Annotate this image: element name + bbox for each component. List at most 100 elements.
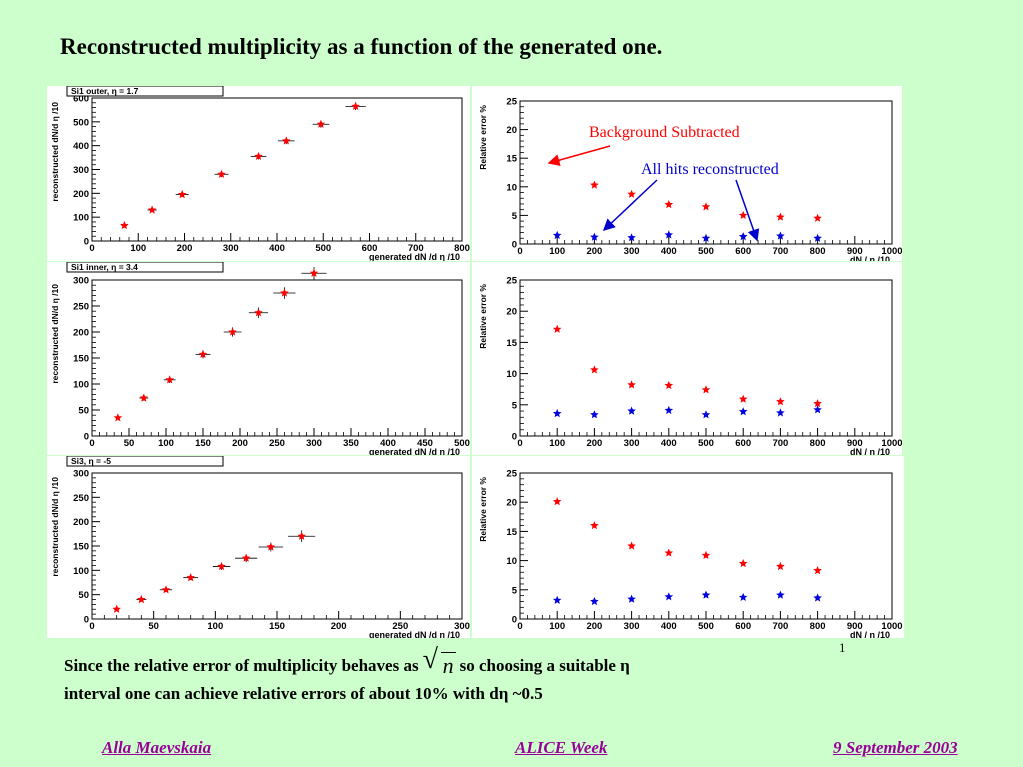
data-point bbox=[664, 405, 674, 415]
footer-date: 9 September 2003 bbox=[833, 738, 958, 757]
data-point bbox=[120, 221, 129, 230]
data-point bbox=[228, 327, 237, 336]
data-point bbox=[590, 597, 599, 606]
y-axis-label: Relative error % bbox=[478, 477, 488, 542]
y-tick-label: 300 bbox=[73, 469, 89, 480]
data-point bbox=[738, 394, 748, 403]
y-tick-label: 300 bbox=[73, 276, 89, 287]
x-tick-label: 500 bbox=[698, 621, 714, 632]
si1-outer-err-svg: 0 5 10 15 20 25 0 100 200 300 400 500 600 700 800 900 10… bbox=[478, 97, 902, 262]
x-tick-label: 900 bbox=[847, 621, 863, 632]
si3-err-svg: 0 5 10 15 20 25 0 100 200 300 400 500 600 700 800 900 10… bbox=[478, 469, 903, 639]
si3-multiplicity-plot: 0 50 100 150 200 250 300 0 50 100 150 200 250 300 gene… bbox=[47, 456, 470, 638]
si1-inner-err-svg: 0 5 10 15 20 25 0 100 200 300 400 500 600 700 800 900 10… bbox=[478, 276, 902, 456]
data-point bbox=[627, 541, 636, 550]
stat-box-label: Si3, η = -5 bbox=[71, 456, 111, 466]
x-tick-label: 400 bbox=[380, 438, 396, 449]
x-tick-label: 350 bbox=[343, 438, 359, 449]
data-point bbox=[813, 405, 822, 414]
y-tick-label: 0 bbox=[512, 240, 517, 251]
plot-frame bbox=[91, 472, 463, 620]
x-tick-label: 200 bbox=[331, 621, 347, 632]
x-tick-label: 0 bbox=[517, 246, 522, 257]
data-point bbox=[776, 212, 785, 221]
x-tick-label: 500 bbox=[698, 246, 714, 257]
x-tick-label: 50 bbox=[148, 621, 159, 632]
y-tick-label: 15 bbox=[506, 527, 517, 538]
x-tick-label: 100 bbox=[549, 438, 565, 449]
data-point bbox=[627, 380, 636, 389]
data-point bbox=[738, 559, 748, 568]
y-tick-label: 0 bbox=[512, 432, 517, 443]
data-point bbox=[112, 604, 121, 613]
y-tick-label: 5 bbox=[512, 400, 518, 411]
x-tick-label: 600 bbox=[735, 246, 751, 257]
y-tick-label: 150 bbox=[73, 542, 89, 553]
x-tick-label: 1000 bbox=[881, 246, 902, 257]
sqrt-n-formula: √ n bbox=[422, 644, 456, 678]
data-point bbox=[552, 156, 562, 165]
x-tick-label: 600 bbox=[735, 621, 751, 632]
x-tick-label: 400 bbox=[661, 621, 677, 632]
stat-box-label: Si1 outer, η = 1.7 bbox=[71, 86, 139, 96]
conclusion-text: Since the relative error of multiplicity… bbox=[64, 644, 630, 708]
x-tick-label: 700 bbox=[772, 438, 788, 449]
x-tick-label: 100 bbox=[549, 246, 565, 257]
x-tick-label: 100 bbox=[130, 243, 146, 254]
data-point bbox=[186, 573, 195, 582]
x-tick-label: 700 bbox=[408, 243, 424, 254]
x-tick-label: 1000 bbox=[881, 621, 902, 632]
y-tick-label: 20 bbox=[506, 125, 517, 136]
y-tick-label: 10 bbox=[506, 182, 517, 193]
data-point bbox=[701, 233, 711, 242]
data-point bbox=[590, 180, 599, 189]
y-tick-label: 0 bbox=[84, 432, 89, 443]
x-tick-label: 200 bbox=[586, 246, 602, 257]
plot-frame bbox=[91, 279, 463, 437]
y-tick-label: 15 bbox=[506, 338, 517, 349]
y-tick-label: 0 bbox=[512, 615, 517, 626]
si1-outer-mult-svg: 0 100 200 300 400 500 600 0 100 200 300 400 500 600 70… bbox=[50, 86, 470, 261]
x-axis-label: dN / η /10 bbox=[850, 255, 890, 261]
data-point bbox=[137, 595, 146, 604]
data-point bbox=[198, 349, 208, 358]
si1-inner-multiplicity-plot: 0 50 100 150 200 250 300 0 50 100 150 200 250 300 350 4… bbox=[47, 262, 470, 455]
y-tick-label: 100 bbox=[73, 213, 89, 224]
y-tick-label: 200 bbox=[73, 328, 89, 339]
conclusion-part-2: so choosing a suitable η bbox=[459, 656, 630, 675]
x-axis-label: generated dN /d η /10 bbox=[369, 447, 460, 455]
si3-error-plot: 0 5 10 15 20 25 0 100 200 300 400 500 600 700 800 900 10… bbox=[472, 456, 904, 638]
x-tick-label: 500 bbox=[454, 438, 470, 449]
data-point bbox=[627, 189, 636, 198]
y-tick-label: 20 bbox=[506, 307, 517, 318]
y-tick-label: 200 bbox=[73, 517, 89, 528]
slide-title-dot: . bbox=[656, 34, 663, 59]
x-tick-label: 400 bbox=[269, 243, 285, 254]
data-point bbox=[738, 592, 748, 601]
y-axis-label: Relative error % bbox=[478, 284, 488, 349]
data-point bbox=[701, 590, 711, 599]
y-tick-label: 10 bbox=[506, 369, 517, 380]
x-tick-label: 800 bbox=[810, 438, 826, 449]
x-tick-label: 900 bbox=[847, 438, 863, 449]
x-tick-label: 300 bbox=[454, 621, 470, 632]
slide-title-text: Reconstructed multiplicity as a function… bbox=[60, 34, 657, 59]
x-tick-label: 100 bbox=[207, 621, 223, 632]
data-point bbox=[776, 231, 785, 240]
y-tick-label: 600 bbox=[73, 94, 89, 105]
si1-outer-multiplicity-plot: 0 100 200 300 400 500 600 0 100 200 300 400 500 600 70… bbox=[47, 86, 470, 261]
data-point bbox=[701, 385, 711, 394]
x-tick-label: 100 bbox=[549, 621, 565, 632]
data-point bbox=[664, 230, 674, 239]
stat-box bbox=[66, 262, 224, 273]
data-point bbox=[664, 200, 674, 209]
data-point bbox=[813, 399, 822, 408]
data-point bbox=[254, 151, 263, 160]
x-tick-label: 150 bbox=[195, 438, 211, 449]
x-tick-label: 300 bbox=[306, 438, 322, 449]
y-tick-label: 50 bbox=[78, 590, 89, 601]
data-point bbox=[664, 548, 674, 557]
x-tick-label: 600 bbox=[362, 243, 378, 254]
data-point bbox=[282, 136, 291, 145]
